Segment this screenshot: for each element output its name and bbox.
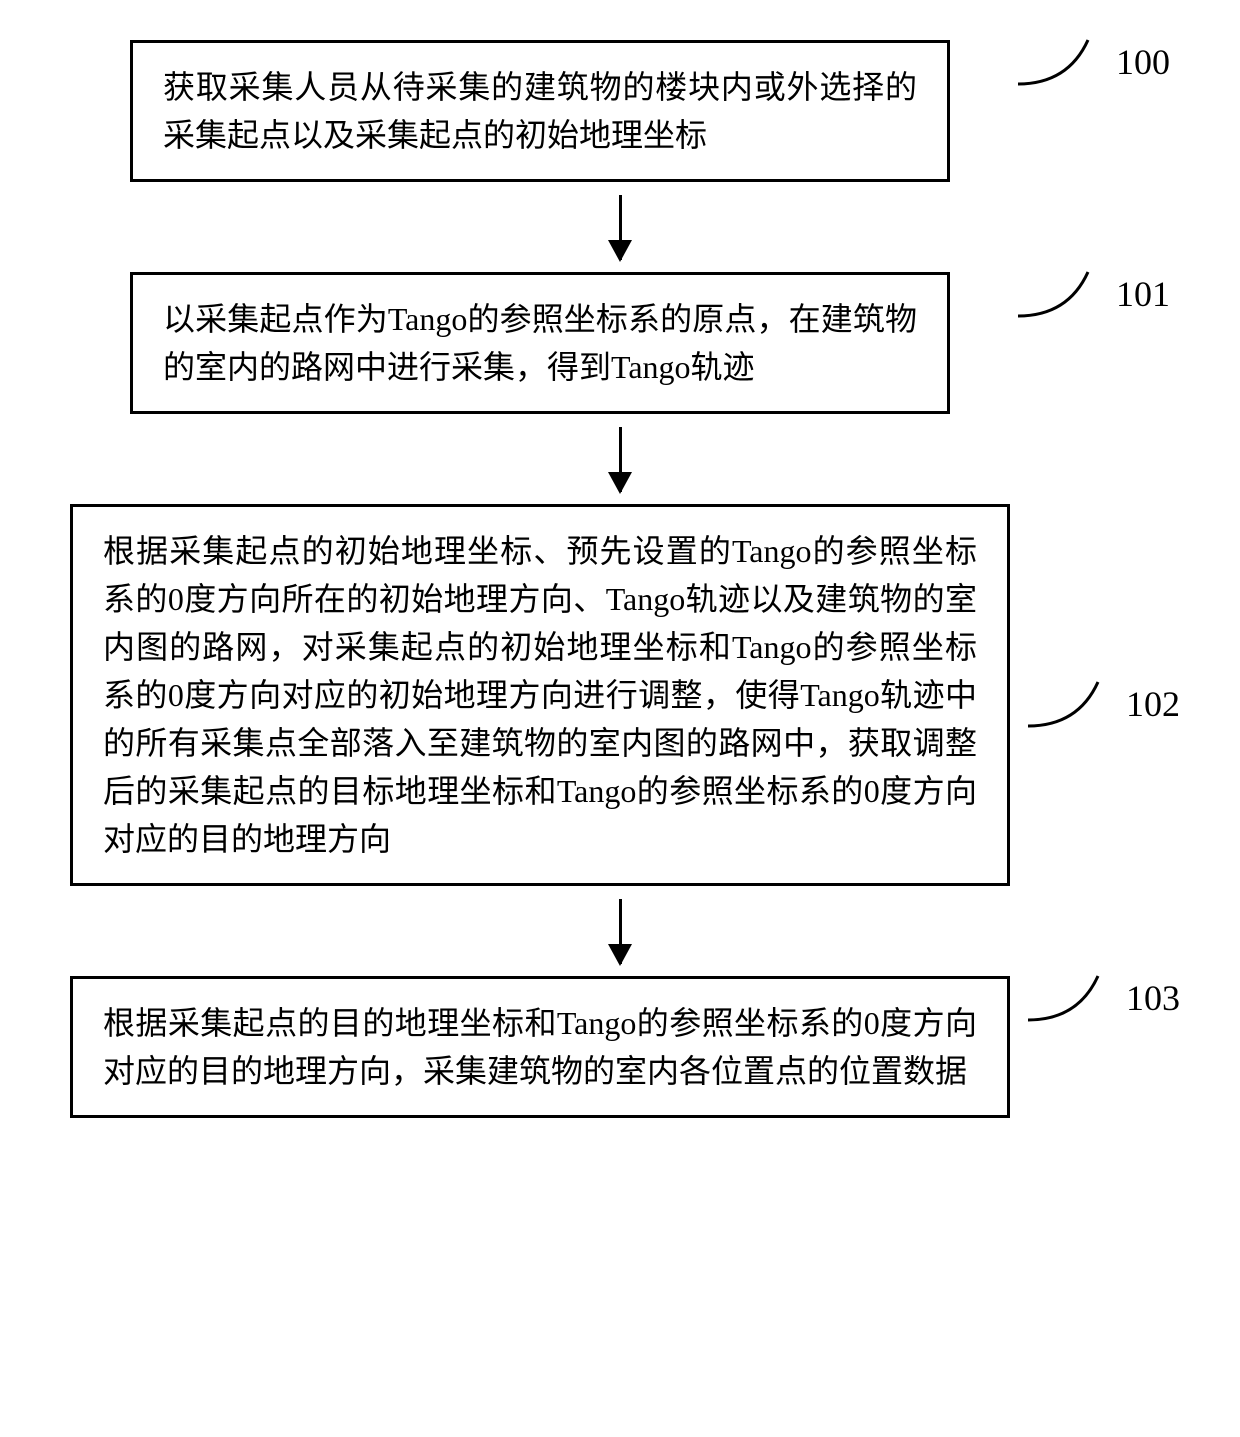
step-row-100: 获取采集人员从待采集的建筑物的楼块内或外选择的采集起点以及采集起点的初始地理坐标… [70,40,1170,182]
arrow-100-101 [70,182,1170,272]
step-label-group-102: 102 [1028,674,1180,734]
step-label: 101 [1116,273,1170,315]
step-row-101: 以采集起点作为Tango的参照坐标系的原点，在建筑物的室内的路网中进行采集，得到… [70,272,1170,414]
step-row-102: 根据采集起点的初始地理坐标、预先设置的Tango的参照坐标系的0度方向所在的初始… [70,504,1170,886]
step-label: 103 [1126,977,1180,1019]
flowchart-container: 获取采集人员从待采集的建筑物的楼块内或外选择的采集起点以及采集起点的初始地理坐标… [70,40,1170,1118]
step-text: 根据采集起点的目的地理坐标和Tango的参照坐标系的0度方向对应的目的地理方向，… [103,1005,977,1089]
step-row-103: 根据采集起点的目的地理坐标和Tango的参照坐标系的0度方向对应的目的地理方向，… [70,976,1170,1118]
curve-connector [1028,674,1118,734]
step-box-102: 根据采集起点的初始地理坐标、预先设置的Tango的参照坐标系的0度方向所在的初始… [70,504,1010,886]
arrow-102-103 [70,886,1170,976]
step-label: 102 [1126,683,1180,725]
step-label-group-101: 101 [1018,264,1170,324]
step-label-group-100: 100 [1018,32,1170,92]
curve-connector [1018,32,1108,92]
step-text: 以采集起点作为Tango的参照坐标系的原点，在建筑物的室内的路网中进行采集，得到… [163,301,917,385]
step-box-101: 以采集起点作为Tango的参照坐标系的原点，在建筑物的室内的路网中进行采集，得到… [130,272,950,414]
curve-connector [1018,264,1108,324]
step-text: 获取采集人员从待采集的建筑物的楼块内或外选择的采集起点以及采集起点的初始地理坐标 [163,69,917,153]
step-text: 根据采集起点的初始地理坐标、预先设置的Tango的参照坐标系的0度方向所在的初始… [103,533,977,857]
step-label-group-103: 103 [1028,968,1180,1028]
arrow-101-102 [70,414,1170,504]
step-box-103: 根据采集起点的目的地理坐标和Tango的参照坐标系的0度方向对应的目的地理方向，… [70,976,1010,1118]
step-label: 100 [1116,41,1170,83]
curve-connector [1028,968,1118,1028]
step-box-100: 获取采集人员从待采集的建筑物的楼块内或外选择的采集起点以及采集起点的初始地理坐标 [130,40,950,182]
